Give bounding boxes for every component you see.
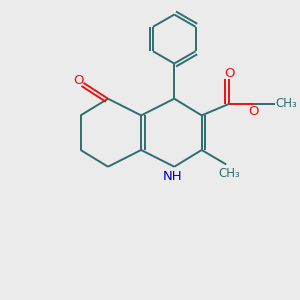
Text: O: O bbox=[224, 67, 234, 80]
Text: NH: NH bbox=[163, 170, 183, 183]
Text: CH₃: CH₃ bbox=[275, 98, 297, 110]
Text: CH₃: CH₃ bbox=[218, 167, 240, 180]
Text: O: O bbox=[248, 106, 259, 118]
Text: O: O bbox=[73, 74, 83, 87]
